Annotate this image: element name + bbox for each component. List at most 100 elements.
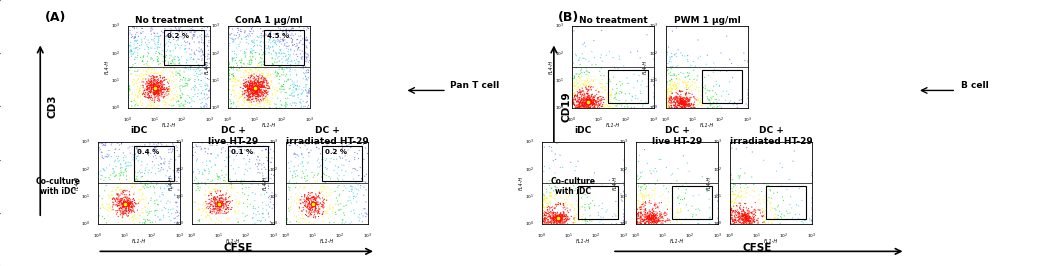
Point [328, 196, 345, 200]
Point [269, 89, 286, 93]
Point [685, 106, 702, 110]
Point [148, 86, 165, 90]
Point [258, 82, 275, 86]
Point [220, 35, 237, 39]
Point [580, 97, 597, 101]
Point [159, 89, 176, 93]
Point [536, 205, 553, 209]
Point [111, 177, 128, 181]
Point [145, 75, 162, 79]
Point [669, 86, 686, 90]
Point [636, 215, 653, 219]
Text: $10^0$: $10^0$ [223, 115, 233, 125]
Point [193, 78, 210, 83]
Point [737, 191, 754, 195]
Point [573, 78, 590, 82]
Point [593, 182, 610, 186]
Point [115, 151, 132, 155]
Point [674, 99, 690, 103]
Point [104, 207, 121, 212]
Point [670, 96, 687, 101]
Point [704, 102, 721, 106]
Point [161, 84, 178, 89]
Point [240, 185, 257, 190]
Point [736, 209, 753, 214]
Point [584, 99, 600, 103]
Point [263, 30, 280, 34]
Point [646, 96, 663, 100]
Point [628, 218, 645, 222]
Point [123, 104, 140, 108]
Point [345, 177, 362, 181]
Point [307, 196, 324, 200]
Point [146, 85, 163, 89]
Point [193, 47, 210, 51]
Point [635, 214, 652, 218]
Point [582, 101, 599, 106]
Point [120, 195, 137, 199]
Point [110, 185, 127, 190]
Point [563, 52, 580, 57]
Point [106, 151, 123, 155]
Point [218, 211, 235, 215]
Point [647, 204, 664, 208]
Point [239, 205, 256, 209]
Point [730, 194, 747, 198]
Point [279, 40, 295, 45]
Point [277, 101, 294, 105]
Point [239, 89, 256, 93]
Point [246, 80, 263, 84]
Point [723, 214, 740, 218]
Point [570, 95, 587, 99]
Point [263, 172, 280, 177]
Point [284, 40, 301, 44]
Point [111, 200, 128, 204]
Point [585, 97, 602, 102]
Point [664, 91, 681, 95]
Point [647, 186, 664, 190]
Point [245, 90, 262, 94]
Point [659, 100, 676, 105]
Point [722, 172, 739, 177]
Text: $10^1$: $10^1$ [555, 76, 564, 86]
Point [288, 201, 305, 205]
Point [750, 220, 767, 224]
Point [106, 160, 123, 164]
Point [653, 219, 670, 223]
Point [245, 215, 262, 220]
Point [104, 189, 121, 193]
Point [150, 103, 167, 108]
Point [571, 104, 588, 109]
Point [675, 101, 692, 106]
Point [255, 52, 272, 56]
Point [246, 82, 263, 86]
Point [259, 98, 276, 102]
Point [138, 72, 155, 77]
Point [658, 81, 675, 85]
Point [578, 97, 595, 101]
Point [796, 219, 813, 223]
Point [191, 77, 208, 82]
Text: $10^1$: $10^1$ [594, 115, 604, 125]
Point [290, 61, 307, 65]
Point [595, 106, 612, 110]
Point [247, 206, 264, 211]
Point [114, 205, 131, 209]
Point [313, 202, 330, 207]
Point [351, 156, 367, 161]
Point [678, 217, 695, 221]
Point [219, 80, 236, 85]
Point [151, 75, 168, 80]
Point [173, 95, 190, 99]
Point [578, 105, 595, 109]
Point [570, 203, 587, 207]
Point [304, 195, 321, 199]
Point [148, 156, 165, 160]
Text: $10^2$: $10^2$ [622, 115, 631, 125]
Point [110, 194, 127, 198]
Point [639, 216, 656, 220]
Point [237, 35, 254, 39]
Point [162, 61, 179, 65]
Point [252, 82, 269, 86]
Point [730, 194, 747, 198]
